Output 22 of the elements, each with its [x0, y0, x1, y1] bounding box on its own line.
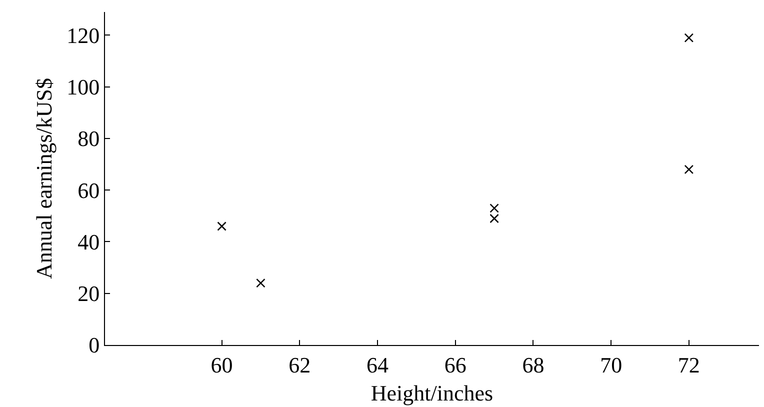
- y-tick-label: 60: [78, 178, 100, 203]
- y-tick-label: 120: [66, 22, 100, 48]
- x-tick-label: 72: [678, 352, 700, 378]
- x-tick-label: 68: [522, 352, 544, 378]
- y-tick-label: 20: [78, 281, 100, 306]
- point: [490, 214, 499, 224]
- y-tick-label: 80: [78, 126, 100, 152]
- x-tick-label: 60: [210, 352, 233, 378]
- x-tick-label: 64: [366, 352, 388, 378]
- y-axis-title: Annual earnings/kUS$: [31, 78, 56, 280]
- point: [256, 278, 266, 288]
- point: [684, 164, 694, 174]
- point: [217, 222, 226, 231]
- y-tick-label: 100: [66, 74, 100, 100]
- point: [490, 204, 499, 213]
- y-tick-label: 40: [78, 229, 100, 254]
- point: [684, 33, 694, 42]
- x-axis-title: Height/inches: [370, 380, 494, 406]
- x-tick-label: 62: [288, 352, 311, 378]
- x-tick-label: 66: [444, 352, 466, 378]
- y-tick-label: 0: [88, 332, 100, 358]
- x-tick-label: 70: [600, 352, 622, 378]
